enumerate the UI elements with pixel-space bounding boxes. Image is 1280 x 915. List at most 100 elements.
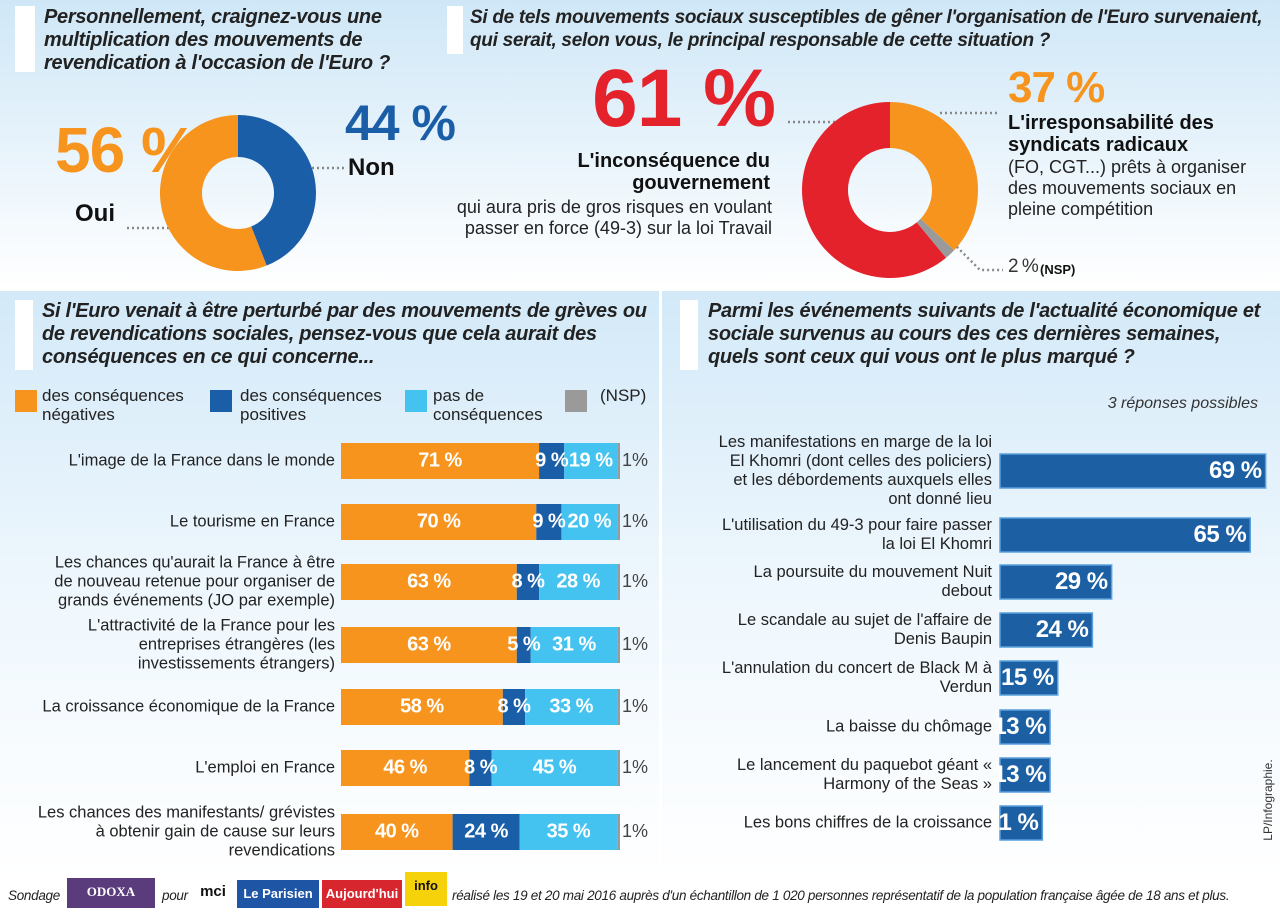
value-label: 1% xyxy=(622,450,649,470)
value-label: 56 % xyxy=(55,114,198,186)
category-label: (NSP) xyxy=(1040,262,1076,277)
value-label: 35 % xyxy=(546,820,591,843)
bar-segment xyxy=(341,750,470,786)
bar-segment xyxy=(617,814,620,850)
title-marker xyxy=(447,6,463,54)
category-label: Les bons chiffres de la croissance xyxy=(743,813,992,832)
bar-segment xyxy=(530,627,618,663)
value-label: 63 % xyxy=(407,570,451,593)
bar-segment xyxy=(539,443,565,479)
bar xyxy=(999,612,1094,648)
value-label: 65 % xyxy=(1193,521,1247,548)
category-label: L'utilisation du 49-3 pour faire passer … xyxy=(721,516,992,553)
value-label: 1% xyxy=(622,821,649,841)
category-description: (FO, CGT...) prêts à organiser des mouve… xyxy=(1008,157,1247,219)
value-label: 58 % xyxy=(400,695,444,718)
bar-segment xyxy=(564,443,618,479)
bar xyxy=(999,660,1059,696)
legend-swatch xyxy=(15,390,37,412)
bar-segment xyxy=(341,443,540,479)
category-label: La poursuite du mouvement Nuit debout xyxy=(753,563,992,600)
legend-label: des conséquences négatives xyxy=(42,386,184,424)
bar-segment xyxy=(341,504,537,540)
title-marker xyxy=(15,6,35,72)
category-label: Non xyxy=(348,154,395,181)
bar-segment xyxy=(491,750,618,786)
bar-segment xyxy=(617,504,620,540)
value-label: 28 % xyxy=(556,570,600,593)
category-label: Le scandale au sujet de l'affaire de Den… xyxy=(737,611,992,648)
value-label: 8 % xyxy=(464,756,497,779)
category-label: L'attractivité de la France pour les ent… xyxy=(87,616,335,673)
bar-segment xyxy=(617,750,620,786)
value-label: 5 % xyxy=(507,633,541,656)
bar xyxy=(999,453,1267,489)
category-label: Oui xyxy=(75,200,115,227)
value-label: 70 % xyxy=(416,510,461,533)
value-label: 9 % xyxy=(532,510,566,533)
value-label: 2 % xyxy=(1008,256,1039,277)
value-label: 24 % xyxy=(1035,616,1089,643)
logo: Aujourd'hui xyxy=(322,880,402,908)
value-label: 1% xyxy=(622,634,649,654)
donut-segment xyxy=(801,102,947,279)
category-label: La croissance économique de la France xyxy=(42,697,335,716)
value-label: 40 % xyxy=(375,820,419,843)
category-description: qui aura pris de gros risques en voulant… xyxy=(456,197,772,238)
value-label: 8 % xyxy=(511,570,545,593)
logo: Le Parisien xyxy=(237,880,319,908)
bar-segment xyxy=(617,627,620,663)
value-label: 31 % xyxy=(552,633,596,656)
donut-segment xyxy=(238,115,316,266)
value-label: 8 % xyxy=(497,695,531,718)
bar-segment xyxy=(539,564,618,600)
bar-segment xyxy=(516,564,540,600)
legend-swatch xyxy=(565,390,587,412)
bar-segment xyxy=(341,564,517,600)
value-label: 37 % xyxy=(1008,63,1105,112)
value-label: 63 % xyxy=(407,633,451,656)
logo: ODOXA xyxy=(67,878,155,908)
category-label: L'irresponsabilité des syndicats radicau… xyxy=(1008,112,1214,156)
chart-title: Parmi les événements suivants de l'actua… xyxy=(708,300,1261,368)
bar-segment xyxy=(525,689,618,725)
bar-segment xyxy=(617,564,620,600)
value-label: 24 % xyxy=(464,820,508,843)
bar-segment xyxy=(502,689,526,725)
category-label: L'image de la France dans le monde xyxy=(68,451,335,470)
value-label: 33 % xyxy=(549,695,593,718)
value-label: 13 % xyxy=(993,761,1047,788)
chart-title: Si l'Euro venait à être perturbé par des… xyxy=(42,300,647,368)
legend-label: des conséquences positives xyxy=(240,386,382,424)
category-label: Les manifestations en marge de la loi El… xyxy=(718,433,992,508)
footer-joiner: pour xyxy=(162,888,188,903)
value-label: 1% xyxy=(622,696,649,716)
value-label: 69 % xyxy=(1208,457,1262,484)
category-label: Le tourisme en France xyxy=(169,512,335,531)
category-label: L'emploi en France xyxy=(195,758,335,777)
value-label: 9 % xyxy=(535,449,569,472)
title-marker xyxy=(15,300,33,370)
value-label: 1% xyxy=(622,511,649,531)
leader-lines xyxy=(127,111,1003,272)
donut-segment xyxy=(916,218,955,258)
value-label: 45 % xyxy=(532,756,577,779)
logo: info xyxy=(405,872,447,906)
bar-segment xyxy=(341,814,453,850)
donut-segment xyxy=(890,102,978,251)
title-marker xyxy=(680,300,698,370)
value-label: 1% xyxy=(622,757,649,777)
value-label: 13 % xyxy=(993,713,1047,740)
logo: mci xyxy=(200,883,226,900)
value-label: 61 % xyxy=(592,53,776,144)
bar xyxy=(999,564,1113,600)
value-label: 1% xyxy=(622,571,649,591)
legend-swatch xyxy=(210,390,232,412)
bar xyxy=(999,757,1051,793)
category-label: L'annulation du concert de Black M à Ver… xyxy=(721,659,992,696)
value-label: 29 % xyxy=(1054,568,1108,595)
bar-segment xyxy=(561,504,618,540)
chart-title: Si de tels mouvements sociaux susceptibl… xyxy=(470,7,1263,51)
value-label: 15 % xyxy=(1001,664,1054,691)
